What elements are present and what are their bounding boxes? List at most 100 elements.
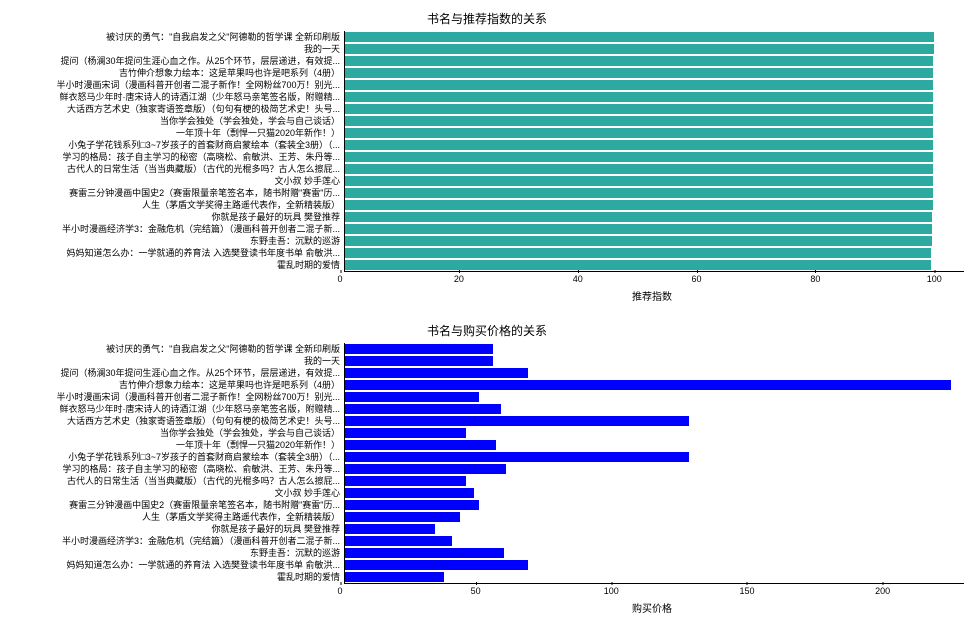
y-axis-label: 文小叔 妙手莲心 (10, 487, 340, 499)
bar-row (345, 151, 964, 163)
chart-top-ylabels: 被讨厌的勇气："自我启发之父"阿德勒的哲学课 全新印刷版我的一天提问（杨澜30年… (10, 31, 344, 272)
bar (345, 140, 933, 150)
y-axis-label: 提问（杨澜30年提问生涯心血之作。从25个环节，层层递进，有效提... (10, 55, 340, 67)
bar (345, 392, 479, 402)
chart-top: 书名与推荐指数的关系 被讨厌的勇气："自我启发之父"阿德勒的哲学课 全新印刷版我… (10, 10, 964, 302)
bar-row (345, 499, 964, 511)
bar-row (345, 247, 964, 259)
bar (345, 80, 933, 90)
y-axis-label: 半小时漫画经济学3：金融危机（完结篇）（漫画科普开创者二混子新... (10, 535, 340, 547)
chart-bottom-xticks: 050100150200 (340, 584, 964, 598)
bar-row (345, 367, 964, 379)
bar-row (345, 463, 964, 475)
x-axis-tick: 100 (604, 586, 619, 596)
y-axis-label: 被讨厌的勇气："自我启发之父"阿德勒的哲学课 全新印刷版 (10, 343, 340, 355)
y-axis-label: 当你学会独处（学会独处，学会与自己谈话） (10, 427, 340, 439)
x-axis-tick: 150 (739, 586, 754, 596)
bar-row (345, 523, 964, 535)
bar-row (345, 31, 964, 43)
y-axis-label: 大话西方艺术史（独家寄语签章版）（句句有梗的极简艺术史！头号... (10, 415, 340, 427)
y-axis-label: 吉竹伸介想象力绘本：这是苹果吗也许是吧系列（4册） (10, 67, 340, 79)
bar-row (345, 511, 964, 523)
x-axis-tick: 50 (471, 586, 481, 596)
bar-row (345, 67, 964, 79)
bar (345, 524, 435, 534)
y-axis-label: 人生（茅盾文学奖得主路遥代表作，全新精装版） (10, 511, 340, 523)
bar-row (345, 259, 964, 271)
y-axis-label: 一年顶十年（剽悍一只猫2020年新作！） (10, 127, 340, 139)
chart-top-title: 书名与推荐指数的关系 (10, 10, 964, 27)
chart-bottom-plot (344, 343, 964, 584)
y-axis-label: 吉竹伸介想象力绘本：这是苹果吗也许是吧系列（4册） (10, 379, 340, 391)
y-axis-label: 古代人的日常生活（当当典藏版）（古代的光棍多吗？古人怎么擦屁... (10, 475, 340, 487)
chart-bottom-xlabel: 购买价格 (340, 600, 964, 615)
bar (345, 560, 528, 570)
bar-row (345, 391, 964, 403)
bar-row (345, 559, 964, 571)
y-axis-label: 东野圭吾：沉默的巡游 (10, 235, 340, 247)
bar-row (345, 175, 964, 187)
y-axis-label: 文小叔 妙手莲心 (10, 175, 340, 187)
y-axis-label: 半小时漫画经济学3：金融危机（完结篇）（漫画科普开创者二混子新... (10, 223, 340, 235)
bar-row (345, 427, 964, 439)
y-axis-label: 学习的格局：孩子自主学习的秘密（高晓松、俞敏洪、王芳、朱丹等... (10, 151, 340, 163)
bar (345, 188, 933, 198)
bar (345, 236, 932, 246)
y-axis-label: 赛雷三分钟漫画中国史2（赛雷限量亲笔签名本，随书附赠"赛雷"历... (10, 499, 340, 511)
y-axis-label: 提问（杨澜30年提问生涯心血之作。从25个环节，层层递进，有效提... (10, 367, 340, 379)
bar (345, 92, 933, 102)
bar (345, 380, 951, 390)
bar (345, 572, 444, 582)
bar (345, 248, 931, 258)
chart-bottom-xaxis: 050100150200 购买价格 (340, 584, 964, 614)
bar (345, 452, 689, 462)
bar-row (345, 487, 964, 499)
bar-row (345, 91, 964, 103)
y-axis-label: 小兔子学花钱系列□3~7岁孩子的首套财商启蒙绘本（套装全3册）（... (10, 139, 340, 151)
y-axis-label: 学习的格局：孩子自主学习的秘密（高晓松、俞敏洪、王芳、朱丹等... (10, 463, 340, 475)
y-axis-label: 古代人的日常生活（当当典藏版）（古代的光棍多吗？古人怎么擦屁... (10, 163, 340, 175)
bar (345, 356, 493, 366)
chart-top-xaxis: 020406080100 推荐指数 (340, 272, 964, 302)
bar-row (345, 127, 964, 139)
chart-top-xlabel: 推荐指数 (340, 288, 964, 303)
x-axis-tick: 80 (810, 274, 820, 284)
bar-row (345, 343, 964, 355)
bar (345, 404, 501, 414)
bar (345, 416, 689, 426)
y-axis-label: 妈妈知道怎么办：一学就通的养育法 入选樊登读书年度书单 俞敏洪... (10, 559, 340, 571)
x-axis-tick: 100 (927, 274, 942, 284)
bar-row (345, 355, 964, 367)
y-axis-label: 被讨厌的勇气："自我启发之父"阿德勒的哲学课 全新印刷版 (10, 31, 340, 43)
bar (345, 104, 933, 114)
bar (345, 176, 933, 186)
bar (345, 536, 452, 546)
bar-row (345, 55, 964, 67)
bar-row (345, 163, 964, 175)
y-axis-label: 一年顶十年（剽悍一只猫2020年新作！） (10, 439, 340, 451)
x-axis-tick: 60 (692, 274, 702, 284)
bar (345, 68, 933, 78)
bar-row (345, 379, 964, 391)
bar-row (345, 139, 964, 151)
chart-top-plot (344, 31, 964, 272)
bar-row (345, 547, 964, 559)
bar (345, 128, 933, 138)
bar (345, 164, 933, 174)
bar (345, 548, 504, 558)
bar (345, 260, 931, 270)
bar (345, 344, 493, 354)
bar-row (345, 235, 964, 247)
bar-row (345, 223, 964, 235)
chart-bottom: 书名与购买价格的关系 被讨厌的勇气："自我启发之父"阿德勒的哲学课 全新印刷版我… (10, 322, 964, 614)
chart-bottom-area: 被讨厌的勇气："自我启发之父"阿德勒的哲学课 全新印刷版我的一天提问（杨澜30年… (10, 343, 964, 584)
bar-row (345, 571, 964, 583)
bar (345, 116, 933, 126)
x-axis-tick: 0 (337, 586, 342, 596)
bar-row (345, 79, 964, 91)
bar (345, 512, 460, 522)
y-axis-label: 半小时漫画宋词（漫画科普开创者二混子新作！全网粉丝700万！别光... (10, 79, 340, 91)
y-axis-label: 我的一天 (10, 43, 340, 55)
chart-top-xticks: 020406080100 (340, 272, 964, 286)
y-axis-label: 小兔子学花钱系列□3~7岁孩子的首套财商启蒙绘本（套装全3册）（... (10, 451, 340, 463)
